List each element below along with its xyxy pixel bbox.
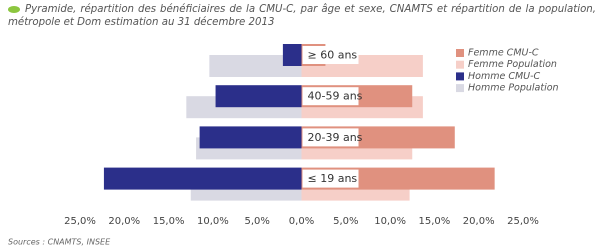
- x-tick-label: 20,0%: [108, 216, 140, 227]
- legend-label: Femme Population: [468, 59, 557, 70]
- category-label: 20-39 ans: [308, 131, 363, 144]
- legend-swatch: [456, 49, 464, 57]
- bar: [103, 167, 302, 190]
- category-label: 40-59 ans: [308, 90, 363, 103]
- x-tick-label: 25,0%: [507, 216, 539, 227]
- x-tick-label: 15,0%: [153, 216, 185, 227]
- x-tick-label: 20,0%: [463, 216, 495, 227]
- x-tick-label: 10,0%: [374, 216, 406, 227]
- bar: [209, 55, 302, 77]
- category-label: ≤ 19 ans: [308, 172, 358, 185]
- x-tick-label: 25,0%: [64, 216, 96, 227]
- x-tick-label: 0,0%: [289, 216, 314, 227]
- bar: [215, 85, 302, 108]
- bar: [199, 126, 302, 149]
- category-label-bg: [302, 46, 359, 64]
- legend-label: Homme Population: [468, 83, 559, 94]
- category-label-bg: [302, 169, 359, 188]
- x-tick-label: 10,0%: [197, 216, 229, 227]
- x-tick-label: 5,0%: [244, 216, 269, 227]
- title-icon: [8, 5, 20, 13]
- bar: [282, 44, 302, 66]
- x-tick-label: 15,0%: [419, 216, 451, 227]
- source: Sources : CNAMTS, INSEE: [8, 238, 111, 247]
- legend-swatch: [456, 72, 464, 81]
- category-label-bg: [302, 87, 359, 106]
- x-tick-label: 5,0%: [333, 216, 358, 227]
- chart-title: Pyramide, répartition des bénéficiaires …: [8, 4, 596, 28]
- title-box: Pyramide, répartition des bénéficiaires …: [8, 3, 596, 29]
- legend-swatch: [456, 60, 464, 69]
- category-label: ≥ 60 ans: [308, 49, 358, 62]
- legend-swatch: [456, 84, 464, 93]
- legend-label: Homme CMU-C: [468, 71, 541, 82]
- legend-label: Femme CMU-C: [468, 48, 539, 59]
- category-label-bg: [302, 128, 359, 147]
